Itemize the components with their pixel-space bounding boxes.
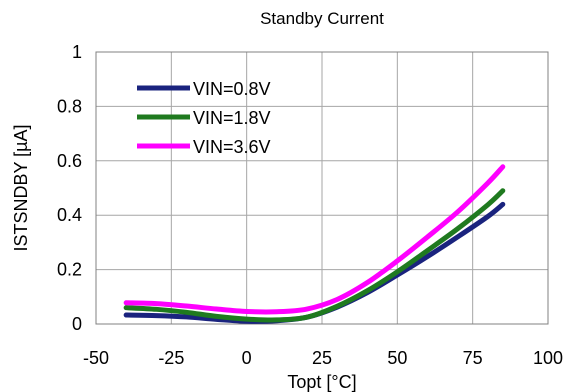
y-tick-label-4: 0.8 (57, 96, 82, 116)
x-tick-label-6: 100 (533, 348, 563, 368)
legend-label-3: VIN=3.6V (193, 137, 271, 157)
legend-label-1: VIN=0.8V (193, 79, 271, 99)
y-tick-label-1: 0.2 (57, 260, 82, 280)
y-tick-label-0: 0 (72, 314, 82, 334)
y-axis-title: ISTSNDBY [µA] (11, 124, 31, 251)
y-tick-label-5: 1 (72, 42, 82, 62)
y-axis-ticks: 0 0.2 0.4 0.6 0.8 1 (57, 42, 82, 334)
x-tick-label-5: 75 (463, 348, 483, 368)
grid (96, 52, 548, 324)
y-tick-label-2: 0.4 (57, 205, 82, 225)
x-tick-label-1: -25 (158, 348, 184, 368)
x-tick-label-0: -50 (83, 348, 109, 368)
x-axis-ticks: -50 -25 0 25 50 75 100 (83, 348, 563, 368)
series-line-2 (123, 188, 506, 323)
legend: VIN=0.8V VIN=1.8V VIN=3.6V (137, 79, 271, 157)
plot-area (95, 51, 549, 325)
x-tick-label-3: 25 (312, 348, 332, 368)
chart-title: Standby Current (260, 9, 384, 28)
x-tick-label-4: 50 (387, 348, 407, 368)
legend-label-2: VIN=1.8V (193, 108, 271, 128)
y-tick-label-3: 0.6 (57, 151, 82, 171)
series-line-3 (123, 164, 506, 315)
x-axis-title: Topt [°C] (287, 372, 356, 392)
series-group (123, 164, 506, 324)
x-tick-label-2: 0 (242, 348, 252, 368)
